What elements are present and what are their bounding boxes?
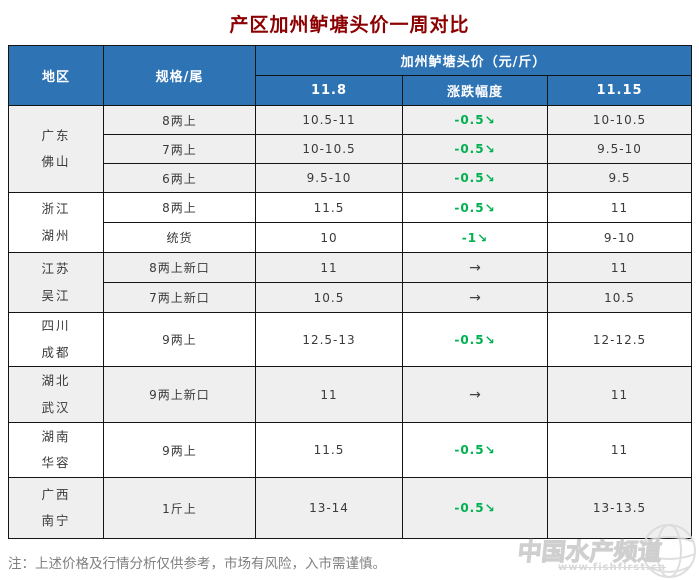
table-row: 江苏 吴江 8两上新口 11 → 11 [8,252,693,313]
price-11-15-cell: 11 [546,192,693,223]
watermark-url: www.fishfirst.cn [558,562,667,573]
price-11-8-cell: 11.5 [255,192,403,223]
change-cell: -0.5↘ [402,312,548,367]
spec-cell: 统货 [103,222,256,253]
price-11-8-cell: 11.5 [255,422,403,478]
table-body: 广东 佛山 8两上 10.5-11 -0.5↘ 10-10.5 7两上 10-1… [8,105,693,539]
col-header-region: 地区 [8,45,104,106]
price-11-15-cell: 13-13.5 [546,477,693,539]
table-row: 湖北 武汉 9两上新口 11 → 11 [8,366,693,423]
table-row: 7两上 10-10.5 -0.5↘ 9.5-10 [9,134,693,164]
price-11-15-cell: 11 [546,252,693,283]
table-row: 统货 10 -1↘ 9-10 [9,222,693,253]
table-row: 四川 成都 9两上 12.5-13 -0.5↘ 12-12.5 [8,312,693,367]
price-11-15-cell: 11 [546,422,693,478]
change-cell: → [402,252,548,283]
price-11-8-cell: 11 [255,366,403,423]
change-cell: -0.5↘ [402,163,548,193]
page-title: 产区加州鲈塘头价一周对比 [229,14,470,36]
change-cell: -0.5↘ [402,192,548,223]
region-cell-hunan-huarong: 湖南 华容 [8,422,104,478]
spec-cell: 1斤上 [103,477,256,539]
price-11-8-cell: 10.5-11 [255,105,403,135]
region-cell-guangxi-nanning: 广西 南宁 [8,477,104,539]
col-header-date-11-8: 11.8 [255,75,403,106]
price-11-15-cell: 10.5 [546,282,693,313]
header-row-sub: 11.8 涨跌幅度 11.15 [9,75,693,106]
price-11-8-cell: 10 [255,222,403,253]
region-cell-guangdong-foshan: 广东 佛山 [8,105,104,193]
price-11-15-cell: 9-10 [546,222,693,253]
change-cell: → [402,282,548,313]
col-header-price-group: 加州鲈塘头价（元/斤） [254,45,693,76]
price-11-8-cell: 12.5-13 [255,312,403,367]
change-cell: -0.5↘ [402,422,548,478]
spec-cell: 8两上 [103,192,256,223]
price-11-8-cell: 10.5 [255,282,403,313]
col-header-date-11-15: 11.15 [546,75,693,106]
price-11-15-cell: 11 [546,366,693,423]
region-cell-sichuan-chengdu: 四川 成都 [8,312,104,367]
price-11-15-cell: 10-10.5 [546,105,693,135]
table-row: 6两上 9.5-10 -0.5↘ 9.5 [9,163,693,193]
price-11-8-cell: 11 [255,252,403,283]
col-header-spec: 规格/尾 [103,45,256,106]
header-row-top: 地区 规格/尾 加州鲈塘头价（元/斤） [8,45,693,106]
table-row: 广西 南宁 1斤上 13-14 -0.5↘ 13-13.5 [8,477,693,539]
change-cell: -0.5↘ [402,105,548,135]
col-header-change: 涨跌幅度 [402,75,548,106]
spec-cell: 9两上 [103,422,256,478]
change-cell: -0.5↘ [402,477,548,539]
region-cell-hubei-wuhan: 湖北 武汉 [8,366,104,423]
price-11-8-cell: 9.5-10 [255,163,403,193]
table-row: 7两上新口 10.5 → 10.5 [9,282,693,313]
change-cell: -0.5↘ [402,134,548,164]
region-cell-jiangsu-wujiang: 江苏 吴江 [8,252,104,313]
price-11-15-cell: 9.5 [546,163,693,193]
disclaimer-note: 注：上述价格及行情分析仅供参考，市场有风险，入市需谨慎。 [8,556,386,572]
price-comparison-table: 地区 规格/尾 加州鲈塘头价（元/斤） 11.8 涨跌幅度 11.15 广东 佛… [8,45,693,539]
spec-cell: 7两上 [103,134,256,164]
price-11-8-cell: 13-14 [255,477,403,539]
price-11-8-cell: 10-10.5 [255,134,403,164]
spec-cell: 8两上新口 [103,252,256,283]
spec-cell: 6两上 [103,163,256,193]
spec-cell: 7两上新口 [103,282,256,313]
spec-cell: 8两上 [103,105,256,135]
spec-cell: 9两上新口 [103,366,256,423]
table-row: 浙江 湖州 8两上 11.5 -0.5↘ 11 [8,192,693,253]
price-11-15-cell: 9.5-10 [546,134,693,164]
table-header: 地区 规格/尾 加州鲈塘头价（元/斤） 11.8 涨跌幅度 11.15 [8,45,693,106]
change-cell: -1↘ [402,222,548,253]
table-row: 湖南 华容 9两上 11.5 -0.5↘ 11 [8,422,693,478]
price-11-15-cell: 12-12.5 [546,312,693,367]
change-cell: → [402,366,548,423]
table-row: 广东 佛山 8两上 10.5-11 -0.5↘ 10-10.5 [8,105,693,193]
region-cell-zhejiang-huzhou: 浙江 湖州 [8,192,104,253]
spec-cell: 9两上 [103,312,256,367]
